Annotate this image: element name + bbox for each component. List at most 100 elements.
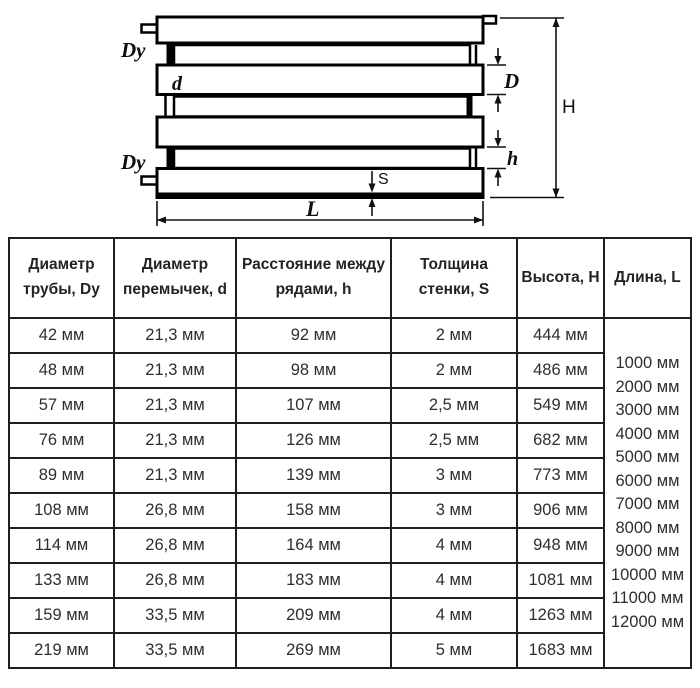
- table-cell: 42 мм: [8, 317, 115, 354]
- table-cell: 2 мм: [390, 352, 518, 389]
- band-2: [172, 95, 472, 118]
- jumper-marks: [164, 42, 478, 170]
- col-header-length-l: Длина, L: [603, 237, 692, 319]
- table-cell: 21,3 мм: [113, 352, 237, 389]
- table-row: 89 мм 21,3 мм 139 мм 3 мм 773 мм: [8, 457, 691, 494]
- label-h: h: [507, 148, 518, 170]
- table-cell: 108 мм: [8, 492, 115, 529]
- table-cell: 158 мм: [235, 492, 392, 529]
- table-cell: 89 мм: [8, 457, 115, 494]
- table-cell: 126 мм: [235, 422, 392, 459]
- table-cell: 48 мм: [8, 352, 115, 389]
- length-value: 12000 мм: [610, 612, 685, 631]
- table-cell: 21,3 мм: [113, 387, 237, 424]
- col-header-row-spacing-h: Расстояние между рядами, h: [235, 237, 392, 319]
- table-cell: 114 мм: [8, 527, 115, 564]
- jumper-bar: [166, 146, 174, 170]
- length-value: 8000 мм: [615, 518, 680, 537]
- pipe-wall-thick: [158, 192, 482, 198]
- pipe-row-1: [155, 15, 485, 45]
- header-row: Диаметр трубы, Dy Диаметр перемычек, d Р…: [8, 237, 692, 319]
- table-row: 219 мм 33,5 мм 269 мм 5 мм 1683 мм: [8, 632, 691, 669]
- table-cell: 1683 мм: [516, 632, 605, 669]
- table-cell: 444 мм: [516, 317, 605, 354]
- col-header-height-h: Высота, H: [516, 237, 605, 319]
- table-cell: 219 мм: [8, 632, 115, 669]
- table-cell: 33,5 мм: [113, 632, 237, 669]
- band-3: [172, 147, 472, 170]
- table-cell: 133 мм: [8, 562, 115, 599]
- label-dy-bottom: Dy: [120, 150, 146, 174]
- table-cell: 98 мм: [235, 352, 392, 389]
- table-cell: 5 мм: [390, 632, 518, 669]
- table-cell: 1263 мм: [516, 597, 605, 634]
- label-D: D: [503, 69, 519, 93]
- table-row: 42 мм 21,3 мм 92 мм 2 мм 444 мм 1000 мм …: [8, 317, 692, 669]
- col-header-wall-s: Толщина стенки, S: [390, 237, 518, 319]
- dimension-D: [487, 48, 506, 112]
- dimension-S: [368, 171, 376, 216]
- table-row: 133 мм 26,8 мм 183 мм 4 мм 1081 мм: [8, 562, 691, 599]
- length-value: 3000 мм: [615, 401, 680, 419]
- length-value: 1000 мм: [615, 354, 680, 372]
- length-value: 4000 мм: [615, 424, 680, 443]
- length-value: 9000 мм: [615, 542, 680, 560]
- table-cell: 26,8 мм: [113, 492, 237, 529]
- label-L: L: [305, 196, 319, 221]
- col-header-diameter-dy: Диаметр трубы, Dy: [8, 237, 115, 319]
- table-cell: 269 мм: [235, 632, 392, 669]
- table-cell: 139 мм: [235, 457, 392, 494]
- table-cell: 486 мм: [516, 352, 605, 389]
- table-cell: 2,5 мм: [390, 387, 518, 424]
- table-cell: 57 мм: [8, 387, 115, 424]
- table-cell: 3 мм: [390, 457, 518, 494]
- table-cell: 948 мм: [516, 527, 605, 564]
- register-drawing: Dy d D H h Dy S L: [120, 14, 576, 226]
- length-merged-cell: 1000 мм 2000 мм 3000 мм 4000 мм 5000 мм …: [603, 317, 692, 669]
- table-row: 48 мм 21,3 мм 98 мм 2 мм 486 мм: [8, 352, 691, 389]
- label-S: S: [378, 171, 389, 188]
- table-row: 114 мм 26,8 мм 164 мм 4 мм 948 мм: [8, 527, 691, 564]
- table-cell: 183 мм: [235, 562, 392, 599]
- table-cell: 4 мм: [390, 597, 518, 634]
- jumper-bar: [166, 42, 174, 67]
- table-cell: 4 мм: [390, 527, 518, 564]
- table-cell: 21,3 мм: [113, 422, 237, 459]
- table-cell: 2 мм: [390, 317, 518, 354]
- stub-top-right: [481, 14, 498, 25]
- length-value: 2000 мм: [615, 377, 680, 396]
- table-cell: 4 мм: [390, 562, 518, 599]
- length-value: 11000 мм: [611, 589, 684, 607]
- table-cell: 21,3 мм: [113, 457, 237, 494]
- stub-top-left: [140, 23, 159, 34]
- table-cell: 92 мм: [235, 317, 392, 354]
- table-cell: 159 мм: [8, 597, 115, 634]
- col-header-jumper-d: Диаметр перемычек, d: [113, 237, 237, 319]
- table-cell: 209 мм: [235, 597, 392, 634]
- length-value: 7000 мм: [615, 495, 680, 513]
- table-cell: 906 мм: [516, 492, 605, 529]
- jumper-bar: [466, 94, 473, 118]
- length-value: 6000 мм: [615, 471, 680, 490]
- table-cell: 76 мм: [8, 422, 115, 459]
- dimension-L: [156, 201, 484, 226]
- table-cell: 107 мм: [235, 387, 392, 424]
- table-cell: 33,5 мм: [113, 597, 237, 634]
- label-d: d: [172, 73, 183, 95]
- length-value: 5000 мм: [615, 448, 680, 466]
- table-cell: 3 мм: [390, 492, 518, 529]
- pipe-row-3: [155, 115, 485, 149]
- pipe-register-spec-table: Диаметр трубы, Dy Диаметр перемычек, d Р…: [8, 237, 692, 669]
- table-cell: 1081 мм: [516, 562, 605, 599]
- table-cell: 682 мм: [516, 422, 605, 459]
- table-cell: 21,3 мм: [113, 317, 237, 354]
- band-1: [172, 43, 472, 67]
- table-row: 159 мм 33,5 мм 209 мм 4 мм 1263 мм: [8, 597, 691, 634]
- table-row: 108 мм 26,8 мм 158 мм 3 мм 906 мм: [8, 492, 691, 529]
- table-cell: 26,8 мм: [113, 527, 237, 564]
- pipe-row-2: [155, 63, 485, 96]
- table-row: 57 мм 21,3 мм 107 мм 2,5 мм 549 мм: [8, 387, 691, 424]
- table-cell: 773 мм: [516, 457, 605, 494]
- length-value: 10000 мм: [610, 565, 685, 584]
